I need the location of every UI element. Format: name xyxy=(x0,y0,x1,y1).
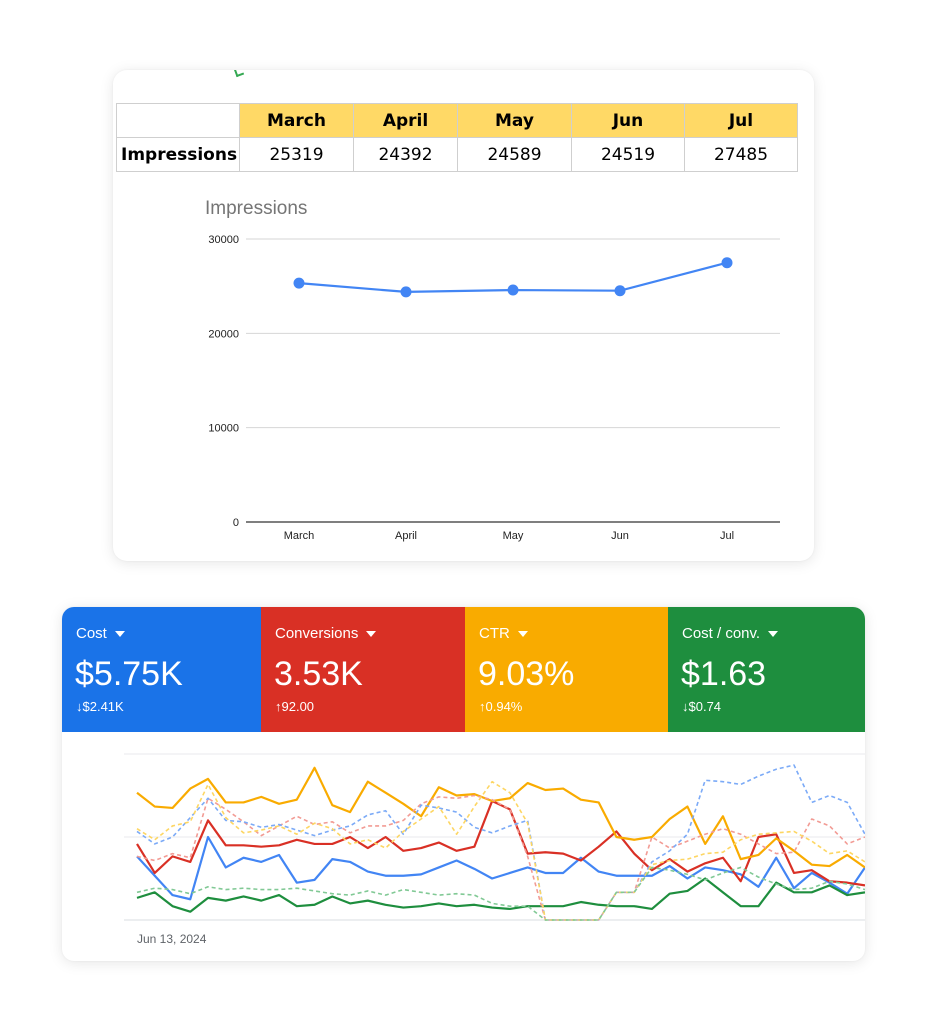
metric-label: Cost xyxy=(76,625,107,642)
arrow-up-icon: ↑ xyxy=(275,699,282,714)
y-tick-label: 30000 xyxy=(208,234,239,246)
table-cell[interactable]: 25319 xyxy=(239,137,354,172)
metric-delta-value: $2.41K xyxy=(82,699,124,714)
metric-tile-cost-per-conv[interactable]: Cost / conv. $1.63 ↓$0.74 xyxy=(668,607,865,732)
comparison-series-line xyxy=(136,866,865,921)
metric-label: Conversions xyxy=(275,625,359,642)
metric-delta: ↓$2.41K xyxy=(76,699,124,714)
arrow-up-icon: ↑ xyxy=(479,699,486,714)
comparison-series-line xyxy=(136,764,865,921)
x-tick-label: Jun xyxy=(611,530,629,542)
table-cell[interactable]: 24589 xyxy=(457,137,572,172)
metric-dropdown[interactable]: CTR xyxy=(479,625,528,642)
metric-tiles: Cost $5.75K ↓$2.41K Conversions 3.53K ↑9… xyxy=(62,607,865,732)
y-tick-label: 20000 xyxy=(208,328,239,340)
series-line-cost-conv- xyxy=(136,877,865,913)
data-point xyxy=(400,286,412,298)
metric-dropdown[interactable]: Conversions xyxy=(275,625,377,642)
table-cell[interactable]: 24392 xyxy=(353,137,458,172)
metric-label: Cost / conv. xyxy=(682,625,761,642)
table-header-cell[interactable]: May xyxy=(457,103,572,138)
arrow-down-icon: ↓ xyxy=(682,699,689,714)
y-tick-label: 10000 xyxy=(208,423,239,435)
metric-delta-value: 0.94% xyxy=(485,699,523,714)
caret-down-icon xyxy=(517,630,528,637)
caret-down-icon xyxy=(768,630,779,637)
x-tick-label: May xyxy=(503,530,524,542)
metric-label: CTR xyxy=(479,625,510,642)
caret-down-icon xyxy=(366,630,377,637)
metric-delta: ↑92.00 xyxy=(275,699,314,714)
table-corner-cell[interactable] xyxy=(116,103,240,138)
series-line-ctr xyxy=(136,766,865,869)
metric-tile-ctr[interactable]: CTR 9.03% ↑0.94% xyxy=(465,607,668,732)
ads-performance-card: Cost $5.75K ↓$2.41K Conversions 3.53K ↑9… xyxy=(62,607,865,961)
chart-title: Impressions xyxy=(205,198,308,219)
metric-delta-value: $0.74 xyxy=(688,699,722,714)
arrow-down-icon: ↓ xyxy=(76,699,83,714)
x-tick-label: April xyxy=(395,530,417,542)
series-line-conversions xyxy=(136,799,865,887)
x-tick-label: Jul xyxy=(720,530,734,542)
metric-delta: ↑0.94% xyxy=(479,699,522,714)
data-point xyxy=(507,284,519,296)
y-tick-label: 0 xyxy=(233,517,239,529)
table-row: Impressions 25319 24392 24589 24519 2748… xyxy=(116,137,798,172)
performance-line-chart xyxy=(124,753,865,921)
metric-delta-value: 92.00 xyxy=(281,699,315,714)
metric-value: 3.53K xyxy=(274,655,363,693)
spreadsheet-card: March April May Jun Jul Impressions 2531… xyxy=(113,70,814,561)
table-header-row: March April May Jun Jul xyxy=(116,103,798,138)
x-axis-start-date: Jun 13, 2024 xyxy=(137,932,207,946)
x-tick-label: March xyxy=(284,530,315,542)
impressions-line-chart: 0 10000 20000 30000 March April May Jun Jul xyxy=(208,234,780,542)
metric-value: $1.63 xyxy=(681,655,767,693)
metric-delta: ↓$0.74 xyxy=(682,699,721,714)
data-point xyxy=(721,257,733,269)
data-point xyxy=(614,285,626,297)
table-cell[interactable]: 24519 xyxy=(571,137,685,172)
table-cell[interactable]: 27485 xyxy=(684,137,798,172)
caret-down-icon xyxy=(114,630,125,637)
metric-dropdown[interactable]: Cost / conv. xyxy=(682,625,779,642)
metric-dropdown[interactable]: Cost xyxy=(76,625,125,642)
metric-value: 9.03% xyxy=(478,655,575,693)
metric-value: $5.75K xyxy=(75,655,183,693)
table-row-label[interactable]: Impressions xyxy=(116,137,240,172)
comparison-series-line xyxy=(136,794,865,921)
impressions-table: March April May Jun Jul Impressions 2531… xyxy=(116,103,798,172)
table-header-cell[interactable]: Jul xyxy=(684,103,798,138)
data-point xyxy=(293,277,305,289)
metric-tile-conversions[interactable]: Conversions 3.53K ↑92.00 xyxy=(261,607,465,732)
metric-tile-cost[interactable]: Cost $5.75K ↓$2.41K xyxy=(62,607,261,732)
table-header-cell[interactable]: April xyxy=(353,103,458,138)
